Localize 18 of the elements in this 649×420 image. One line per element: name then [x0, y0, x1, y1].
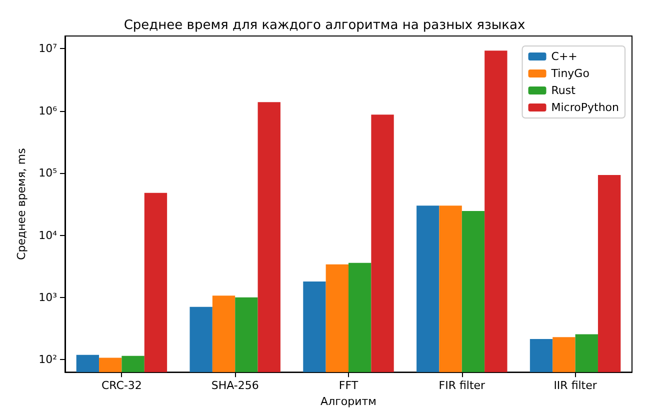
y-tick-label: 10²: [38, 353, 57, 366]
y-tick-label: 10⁶: [38, 104, 58, 118]
x-tick-label: IIR filter: [554, 379, 598, 392]
chart-title: Среднее время для каждого алгоритма на разных языках: [124, 18, 526, 33]
y-tick-label: 10⁵: [38, 166, 57, 180]
legend-label: MicroPython: [551, 101, 620, 114]
legend-label: Rust: [551, 84, 576, 97]
y-tick-label: 10⁴: [38, 228, 58, 242]
x-tick-label: FIR filter: [438, 379, 486, 392]
y-axis-title: Среднее время, ms: [15, 148, 28, 260]
x-tick-label: FFT: [338, 379, 358, 392]
x-tick-label: CRC-32: [101, 379, 142, 392]
y-tick-label: 10⁷: [38, 42, 57, 56]
x-tick-label: SHA-256: [211, 379, 259, 392]
x-axis-title: Алгоритм: [320, 395, 376, 408]
y-tick-label: 10³: [38, 290, 57, 304]
legend-label: C++: [551, 50, 578, 63]
legend-label: TinyGo: [550, 67, 590, 80]
